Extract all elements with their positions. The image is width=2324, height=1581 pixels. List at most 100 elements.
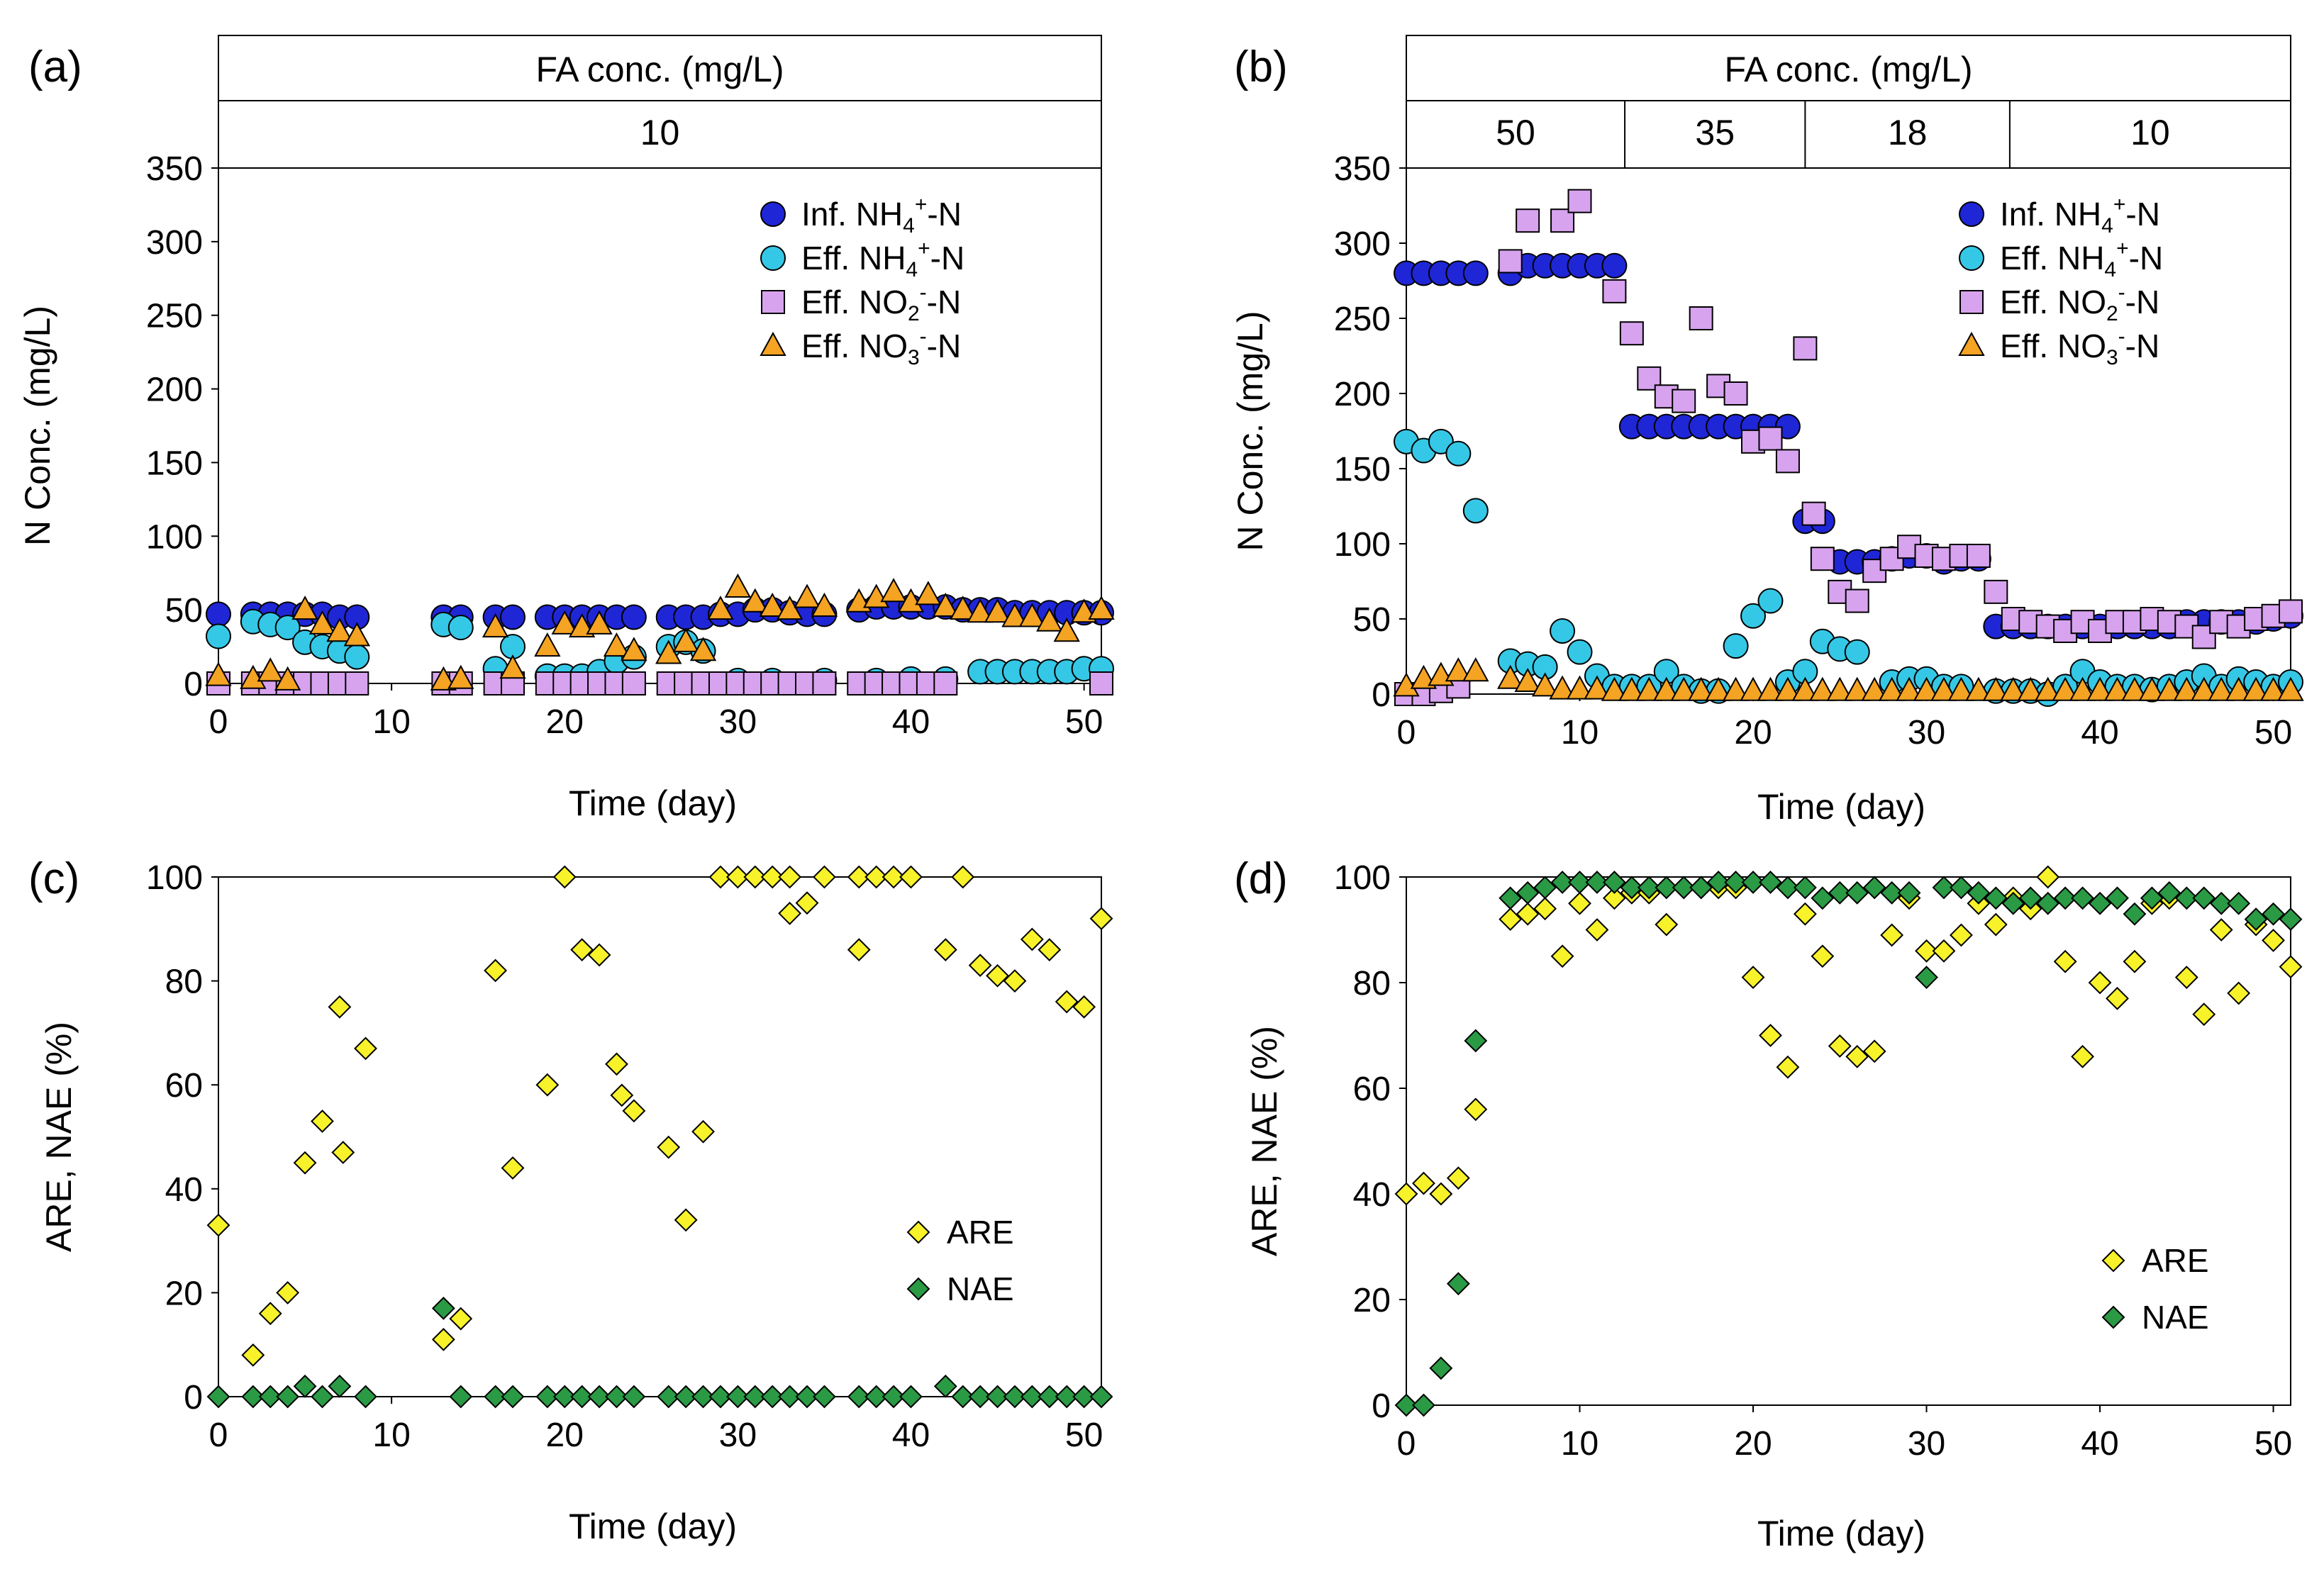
data-point: [431, 1327, 455, 1351]
data-point: [1791, 676, 1819, 701]
data-point: [847, 938, 871, 962]
data-point: [308, 610, 336, 635]
y-tick-label: 150: [1334, 451, 1391, 488]
data-point: [206, 1213, 230, 1237]
data-point: [206, 623, 231, 649]
series-are: [1394, 865, 2303, 1206]
data-point: [1966, 543, 1991, 568]
data-point: [1585, 918, 1609, 942]
data-point: [1412, 1171, 1435, 1195]
x-tick-label: 40: [892, 1417, 930, 1454]
x-tick-label: 10: [372, 1417, 410, 1454]
y-tick-label: 100: [146, 518, 203, 556]
data-point: [482, 613, 509, 638]
legend-marker: [760, 245, 786, 271]
data-point: [1003, 1385, 1027, 1409]
data-point: [1003, 969, 1027, 993]
data-point: [968, 1385, 992, 1409]
y-axis-title: ARE, NAE (%): [1245, 1026, 1284, 1256]
data-point: [812, 865, 836, 889]
data-point: [2140, 886, 2164, 910]
x-tick-label: 10: [372, 703, 410, 741]
y-tick-label: 0: [184, 666, 203, 703]
data-point: [2192, 1002, 2216, 1027]
data-point: [1462, 260, 1489, 286]
data-point: [2018, 886, 2042, 910]
data-point: [674, 1208, 698, 1232]
data-point: [587, 1385, 611, 1409]
data-point: [2277, 676, 2304, 701]
y-tick-label: 60: [165, 1067, 203, 1105]
y-tick-label: 200: [1334, 376, 1391, 413]
data-point: [1464, 1029, 1488, 1053]
data-point: [1741, 871, 1765, 894]
data-point: [501, 1385, 525, 1409]
data-point: [1932, 939, 1956, 963]
legend-entry: Eff. NO2--N: [801, 281, 961, 325]
data-point: [1072, 995, 1096, 1019]
x-tick-label: 0: [1397, 714, 1416, 752]
data-point: [2069, 676, 2096, 701]
data-point: [691, 1119, 715, 1144]
data-point: [343, 622, 370, 647]
data-point: [311, 1385, 334, 1409]
data-point: [622, 1099, 646, 1123]
data-point: [1880, 923, 1904, 947]
data-point: [691, 1385, 715, 1409]
data-point: [1845, 588, 1869, 613]
y-tick-label: 0: [1372, 676, 1391, 714]
x-axis-title: Time (day): [569, 1507, 737, 1546]
legend-marker: [761, 290, 785, 314]
data-point: [742, 588, 769, 613]
legend-entry: NAE: [2142, 1299, 2209, 1336]
data-point: [864, 865, 889, 889]
legend-entry: Inf. NH4+-N: [2000, 193, 2160, 238]
y-tick-label: 100: [146, 859, 203, 897]
data-point: [326, 618, 353, 642]
data-point: [2088, 891, 2112, 915]
legend-entry: NAE: [947, 1270, 1014, 1307]
series-nae: [1394, 871, 2303, 1417]
data-point: [605, 1385, 628, 1409]
data-point: [484, 1385, 508, 1409]
data-point: [1020, 1385, 1044, 1409]
data-point: [1038, 1385, 1062, 1409]
data-point: [811, 592, 838, 617]
data-point: [1516, 208, 1540, 233]
panel-label: (b): [1234, 43, 1288, 91]
data-point: [1776, 1055, 1800, 1079]
data-point: [274, 666, 301, 691]
data-point: [708, 865, 733, 889]
data-point: [1393, 672, 1420, 697]
data-point: [759, 592, 786, 617]
data-point: [354, 1037, 377, 1061]
data-point: [2001, 891, 2025, 915]
data-point: [1793, 336, 1818, 361]
x-tick-label: 40: [2081, 1425, 2118, 1463]
data-point: [206, 601, 231, 627]
y-tick-label: 40: [1353, 1176, 1391, 1214]
y-tick-label: 200: [146, 371, 203, 409]
data-point: [1687, 676, 1715, 701]
data-point: [1462, 498, 1489, 524]
x-tick-label: 40: [2081, 714, 2118, 752]
y-tick-label: 100: [1334, 526, 1391, 564]
series-eff-no3-n: [205, 573, 1115, 691]
x-tick-label: 50: [2254, 714, 2292, 752]
y-tick-label: 150: [146, 445, 203, 482]
x-tick-label: 30: [1908, 714, 1945, 752]
data-point: [1446, 1166, 1470, 1190]
data-point: [2209, 891, 2233, 915]
data-point: [1568, 891, 1591, 915]
data-point: [933, 938, 957, 962]
data-point: [1498, 249, 1523, 274]
data-point: [743, 1385, 767, 1409]
x-axis-title: Time (day): [569, 783, 737, 823]
data-point: [812, 671, 837, 695]
legend: ARE NAE: [906, 1214, 1014, 1307]
data-point: [1828, 1034, 1852, 1058]
legend-entry: Inf. NH4+-N: [801, 193, 962, 238]
data-point: [328, 995, 352, 1019]
data-point: [1429, 1356, 1453, 1380]
data-point: [206, 1385, 230, 1409]
